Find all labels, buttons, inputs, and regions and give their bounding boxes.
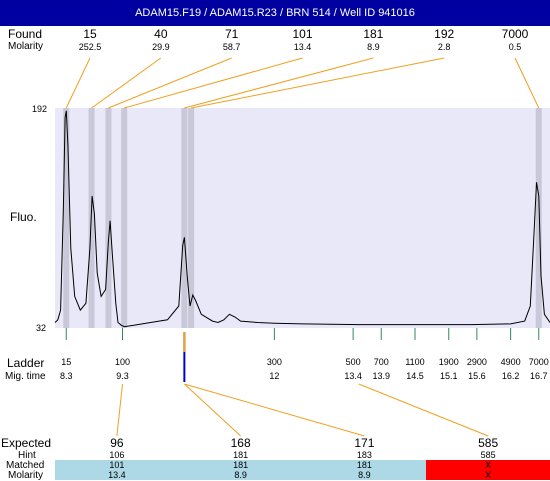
sample-title-bar: ADAM15.F19 / ADAM15.R23 / BRN 514 / Well… [0,0,550,26]
table-hint-cell: 181 [233,450,249,460]
peak-connector-101 [124,57,303,109]
peak-connector-40 [91,57,162,109]
ladder-size-500: 500 [345,357,361,367]
ladder-time-15: 8.3 [59,371,73,381]
table-molarity-cell: 8.9 [234,470,247,480]
found-molarity-192: 2.8 [437,42,451,52]
table-expected-cell: 171 [354,436,375,450]
matched-label: Matched [6,460,45,471]
ladder-size-4900: 4900 [500,357,521,367]
peak-band-192 [188,108,195,328]
peak-band-7000 [535,108,542,328]
table-expected-cell: 168 [230,436,251,450]
found-size-71: 71 [224,27,239,41]
ladder-size-2900: 2900 [466,357,487,367]
peak-band-71 [105,108,112,328]
molarity-bottom-label: Molarity [8,470,44,481]
ladder-size-15: 15 [61,357,72,367]
ladder-time-1100: 14.5 [406,371,424,381]
peak-band-181 [181,108,188,328]
hint-label: Hint [18,450,36,461]
mig-time-label: Mig. time [5,371,46,382]
found-size-15: 15 [83,27,97,41]
ladder-size-700: 700 [373,357,389,367]
found-size-181: 181 [363,27,384,41]
y-tick-min: 32 [36,323,47,333]
ladder-time-500: 13.4 [344,371,362,381]
table-molarity-cell: X [485,470,492,480]
ladder-time-7000: 16.7 [529,371,548,381]
plot-area [55,108,550,328]
found-size-40: 40 [154,27,168,41]
match-status-band [426,460,550,480]
table-hint-cell: 106 [109,450,125,460]
found-size-192: 192 [434,27,455,41]
found-molarity-71: 58.7 [222,42,241,52]
found-size-7000: 7000 [501,27,529,41]
table-hint-cell: 585 [480,450,496,460]
table-expected-cell: 585 [478,436,499,450]
ladder-size-300: 300 [266,357,282,367]
found-molarity-15: 252.5 [78,42,102,52]
ladder-label: Ladder [7,356,45,370]
ladder-size-100: 100 [114,357,131,367]
ladder-time-300: 12 [269,371,280,381]
peak-connector-15 [65,57,91,109]
ladder-time-4900: 16.2 [501,371,520,381]
table-matched-cell: 181 [356,460,372,470]
table-molarity-cell: 13.4 [108,470,126,480]
peak-connector-71 [108,57,232,109]
ladder-size-1900: 1900 [438,357,459,367]
peak-connector-181 [184,57,374,109]
match-status-band [178,460,303,480]
expected-connector-96 [116,383,123,437]
ladder-size-1100: 1100 [405,357,425,367]
molarity-label: Molarity [8,41,44,52]
found-molarity-101: 13.4 [293,42,312,52]
match-status-band [55,460,179,480]
peak-band-15 [63,108,70,328]
table-hint-cell: 183 [356,450,372,460]
expected-label: Expected [1,436,52,450]
found-molarity-40: 29.9 [152,42,170,52]
peak-band-101 [121,108,128,328]
found-label: Found [8,27,43,41]
match-status-band [302,460,427,480]
sample-title: ADAM15.F19 / ADAM15.R23 / BRN 514 / Well… [135,7,415,19]
fluorescence-trace [54,110,550,328]
expected-connector-585 [358,383,489,437]
ladder-time-100: 9.3 [116,371,129,381]
peak-connector-7000 [514,57,540,109]
found-size-101: 101 [292,27,313,41]
table-molarity-cell: 8.9 [358,470,371,480]
y-tick-max: 192 [32,104,48,114]
ladder-size-7000: 7000 [528,357,549,367]
found-molarity-7000: 0.5 [508,42,522,52]
found-molarity-181: 8.9 [367,42,380,52]
expected-connector-168 [184,383,241,437]
table-expected-cell: 96 [110,436,124,450]
peak-connector-192 [191,57,445,109]
fluo-axis-label: Fluo. [10,210,37,224]
table-matched-cell: 101 [109,460,125,470]
ladder-time-2900: 15.6 [468,371,486,381]
ladder-time-700: 13.9 [372,371,391,381]
table-matched-cell: 181 [233,460,249,470]
expected-connector-171 [184,383,365,437]
table-matched-cell: X [485,460,492,470]
ladder-time-1900: 15.1 [439,371,458,381]
